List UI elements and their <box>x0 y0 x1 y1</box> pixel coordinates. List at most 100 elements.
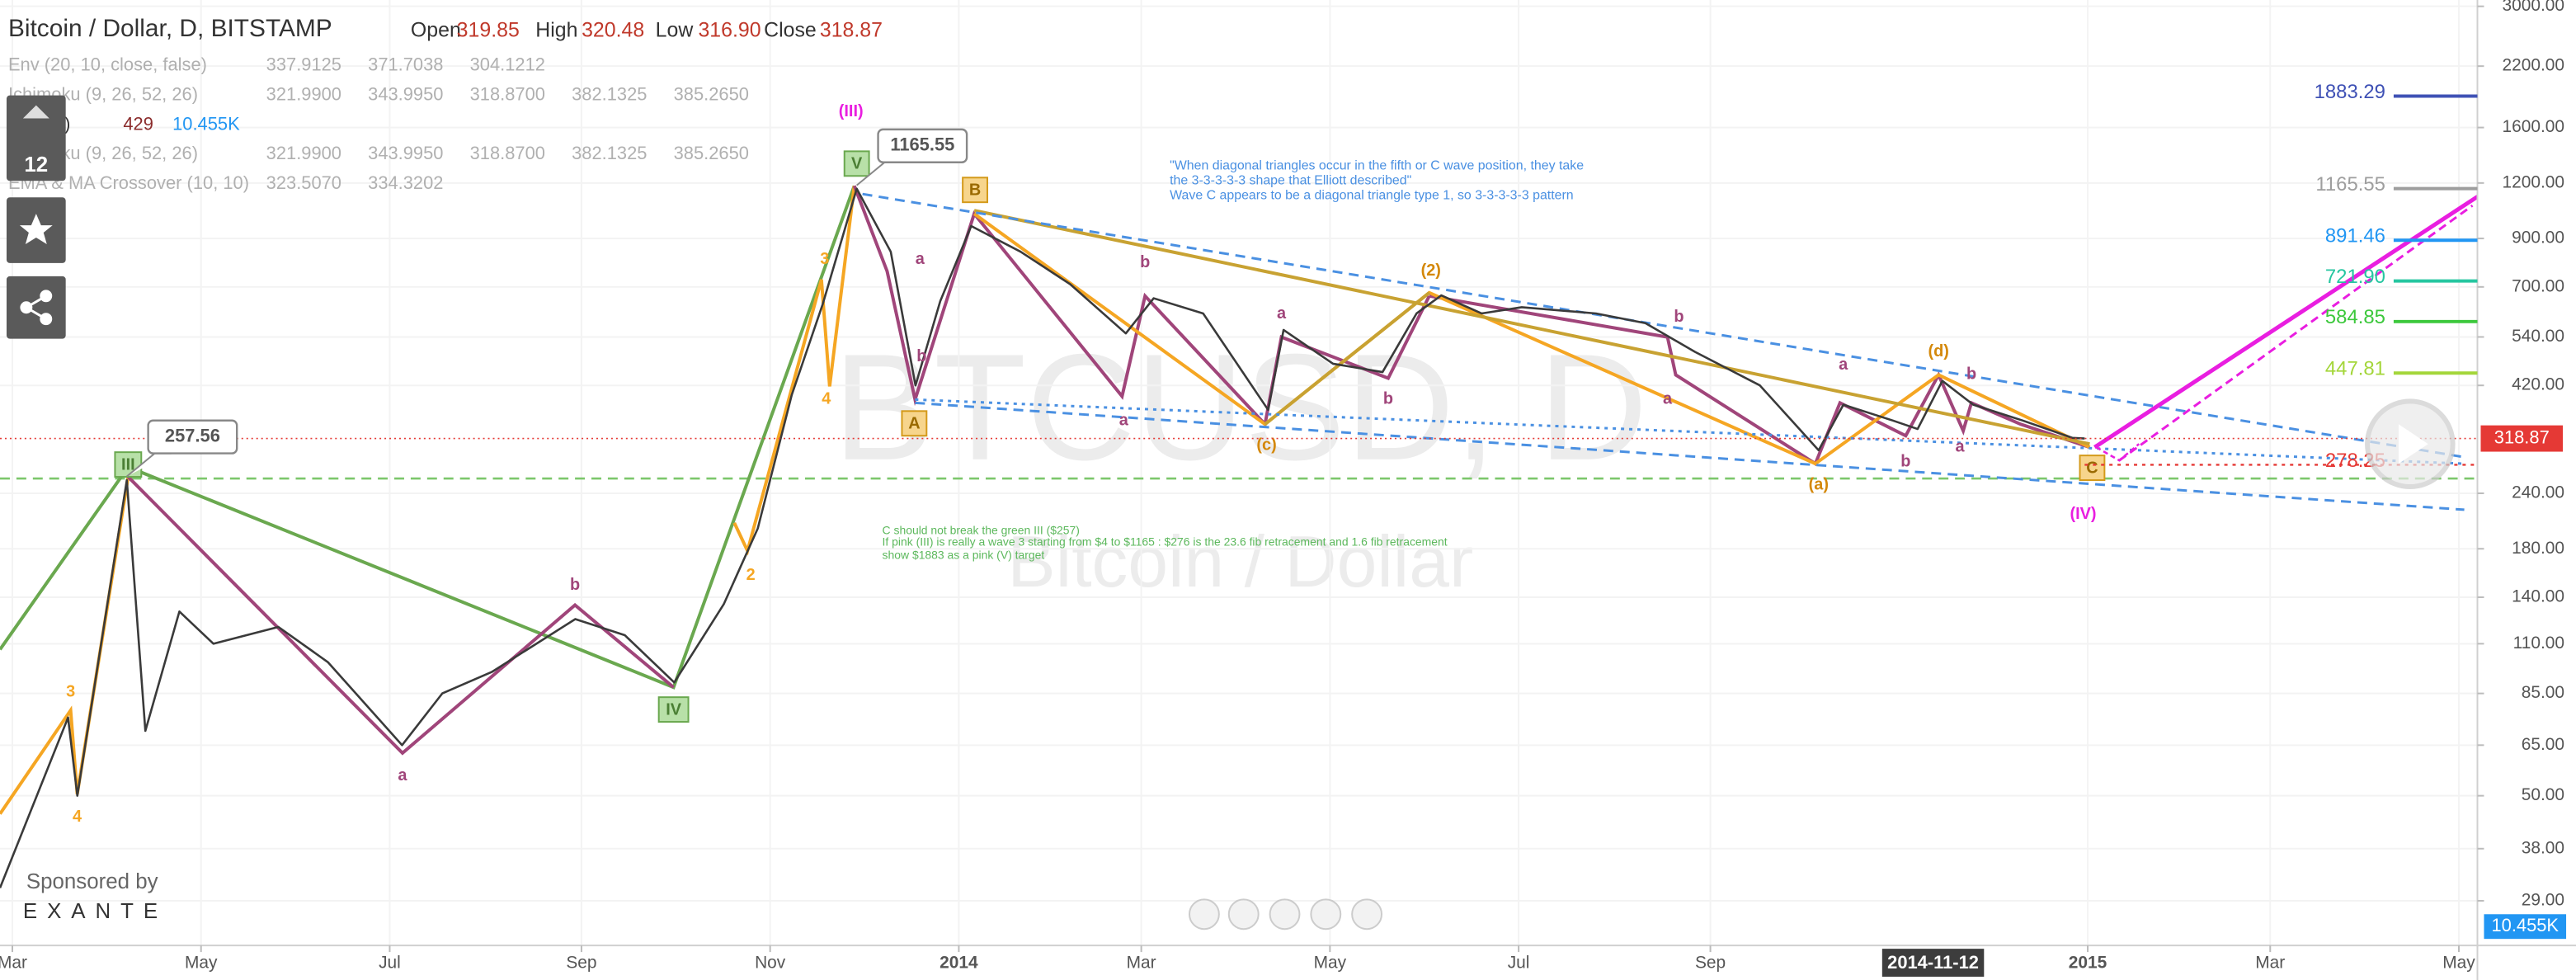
nav-left[interactable] <box>1189 898 1220 931</box>
y-tick-label: 900.00 <box>2512 229 2564 247</box>
wave-label: 3 <box>820 250 829 268</box>
wave-line <box>0 185 856 690</box>
last-price-label: 318.87 <box>2494 426 2550 447</box>
x-tick-label: May <box>185 954 218 973</box>
chart-title: Bitcoin / Dollar, D, BITSTAMP <box>8 15 332 42</box>
target-line <box>2093 194 2478 450</box>
x-tick-label: Mar <box>1127 954 1156 973</box>
y-tick-label: 50.00 <box>2522 785 2564 804</box>
y-tick-label: 110.00 <box>2513 634 2564 653</box>
nav-right[interactable] <box>1351 898 1383 931</box>
wave-label: b <box>1383 390 1393 408</box>
x-tick-label: 2015 <box>2069 954 2107 973</box>
indicator-value: 382.1325 <box>572 143 647 163</box>
wave-label: (2) <box>1421 261 1441 280</box>
replay-button[interactable] <box>2365 398 2456 490</box>
ohlc-name: Close <box>764 18 817 41</box>
target-line <box>2118 204 2474 462</box>
wave-label: 3 <box>66 682 75 700</box>
y-tick-label: 540.00 <box>2512 327 2564 346</box>
series-layer <box>0 187 2085 888</box>
indicator-value: 371.7038 <box>368 54 443 75</box>
share-button[interactable] <box>6 276 66 339</box>
volume-box <box>2484 914 2567 940</box>
wave-label: a <box>1119 412 1129 430</box>
play-icon <box>2398 424 2428 464</box>
y-tick-label: 700.00 <box>2512 276 2564 295</box>
badge-count: 12 <box>24 153 48 177</box>
wave-label: C <box>2086 459 2098 477</box>
label-box <box>962 177 989 204</box>
zoom-out[interactable] <box>1227 898 1260 931</box>
icon <box>22 105 49 119</box>
y-tick-label: 29.00 <box>2522 890 2564 909</box>
y-tick-label: 1200.00 <box>2503 172 2565 191</box>
x-tick-label: 2014 <box>940 954 978 973</box>
y-tick-label: 85.00 <box>2522 683 2564 702</box>
note-line: C should not break the green III ($257) <box>883 524 1080 537</box>
wave-label: A <box>908 415 920 433</box>
target-line <box>2095 443 2140 462</box>
x-tick-label: May <box>1314 954 1347 973</box>
callout-label: 257.56 <box>165 425 220 445</box>
wave-label: V <box>851 155 863 173</box>
indicator-value: 385.2650 <box>674 83 749 104</box>
grid-layer <box>0 0 2478 946</box>
wave-line <box>852 185 1431 428</box>
wave-label: b <box>1900 452 1910 470</box>
indicator-value: 343.9950 <box>368 143 443 163</box>
indicator-value: 318.8700 <box>470 83 545 104</box>
price-line <box>0 187 2085 888</box>
badge-button[interactable] <box>6 95 66 181</box>
level-label: 891.46 <box>2325 225 2385 247</box>
x-tick-label: Sep <box>566 954 596 973</box>
wave-label: a <box>916 250 925 268</box>
indicator-value: 429 <box>123 113 153 134</box>
level-label: 1165.55 <box>2315 173 2385 196</box>
indicator-name: Env (20, 10, close, false) <box>8 54 207 75</box>
reset[interactable] <box>1269 898 1301 931</box>
y-tick-label: 240.00 <box>2512 483 2564 502</box>
ohlc-value: 316.90 <box>698 18 761 41</box>
wave-label: b <box>570 576 580 594</box>
indicator-value: 323.5070 <box>266 172 341 193</box>
indicator-value: 382.1325 <box>572 83 647 104</box>
wave-label: IV <box>666 700 682 719</box>
wave-label: b <box>1674 308 1684 326</box>
zoom-in[interactable] <box>1310 898 1342 931</box>
wave-label: B <box>969 181 981 199</box>
indicator-value: 321.9900 <box>266 83 341 104</box>
level-label: 1883.29 <box>2315 81 2385 103</box>
wave-label: b <box>916 347 926 365</box>
drawings <box>0 185 2478 815</box>
wave-line <box>972 212 2091 466</box>
wave-label: a <box>1839 356 1848 374</box>
indicator-value: 337.9125 <box>266 54 341 75</box>
ohlc-name: Open <box>411 18 461 41</box>
label-box <box>657 696 690 723</box>
watermark-subtitle: Bitcoin / Dollar <box>1007 521 1473 602</box>
wave-label: (a) <box>1809 475 1829 493</box>
wave-label: (d) <box>1928 342 1949 360</box>
ohlc-value: 320.48 <box>582 18 644 41</box>
y-tick-label: 420.00 <box>2512 375 2564 394</box>
wave-label: 2 <box>746 566 756 584</box>
label-box <box>901 410 928 437</box>
wave-label: b <box>1140 253 1150 271</box>
indicator-value: 385.2650 <box>674 143 749 163</box>
crosshair-date-box <box>1881 949 1985 978</box>
y-tick-label: 140.00 <box>2512 587 2564 606</box>
indicator-value: 334.3202 <box>368 172 443 193</box>
wave-label: (IV) <box>2070 505 2096 523</box>
toolbar: 12 <box>6 95 66 339</box>
note-line: "When diagonal triangles occur in the fi… <box>1170 159 1584 173</box>
level-label: 584.85 <box>2325 306 2385 328</box>
callout-box <box>147 419 238 455</box>
note-green: C should not break the green III ($257) … <box>883 524 1448 562</box>
y-tick-label: 65.00 <box>2522 735 2564 754</box>
wave-line <box>1264 291 1431 426</box>
level-label: 447.81 <box>2325 358 2385 380</box>
